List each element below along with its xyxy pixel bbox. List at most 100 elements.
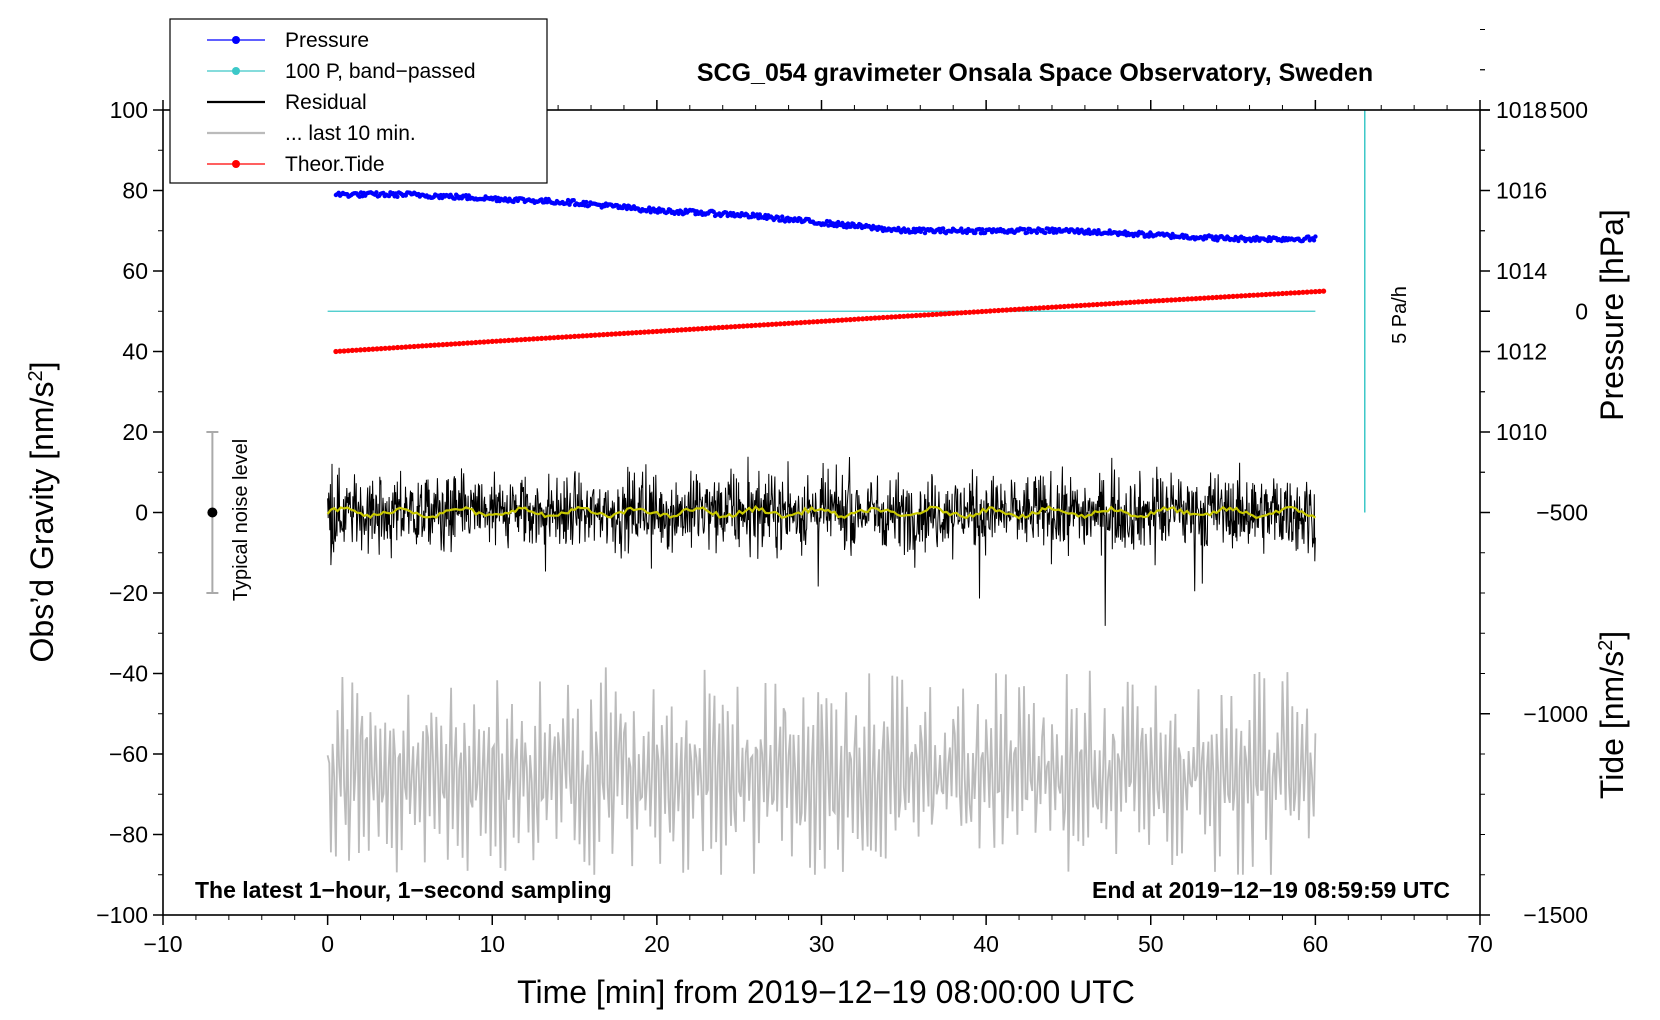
y-axis-label-tide: Tide [nm/s2]	[1594, 631, 1630, 799]
tide-point	[835, 317, 841, 323]
tide-point	[604, 331, 611, 337]
tide-point	[827, 318, 833, 324]
x-tick-label: 70	[1467, 931, 1493, 957]
tide-point	[1074, 303, 1080, 309]
tide-point	[1308, 289, 1314, 295]
tide-point	[584, 333, 590, 339]
tide-point	[769, 321, 775, 327]
tide-point	[1189, 296, 1195, 302]
tide-point	[1065, 303, 1071, 309]
tide-point	[1185, 296, 1191, 302]
tide-point	[415, 343, 421, 349]
tide-point	[670, 327, 676, 333]
tide-point	[720, 324, 726, 330]
tide-point	[851, 316, 858, 322]
tide-point	[872, 315, 878, 321]
series-residual	[327, 456, 1316, 626]
tide-point	[1275, 291, 1281, 297]
tide-point	[465, 340, 471, 346]
y-axis-label-gravity: Obs’d Gravity [nm/s2]	[24, 362, 60, 663]
tide-point	[378, 346, 384, 352]
series-pressure	[333, 190, 1318, 244]
tide-point	[962, 309, 969, 316]
y-tick-label: 20	[122, 419, 148, 445]
tide-point	[1246, 292, 1253, 298]
tide-point	[1284, 290, 1290, 296]
tide-point	[469, 340, 475, 346]
pressure-tick-label: 1014	[1496, 258, 1547, 284]
tide-point	[1123, 300, 1129, 306]
tide-point	[790, 320, 796, 326]
tide-point	[744, 323, 751, 329]
tide-point	[1037, 305, 1043, 311]
tide-point	[609, 331, 615, 337]
tide-point	[1226, 294, 1232, 300]
tide-point	[403, 344, 409, 350]
tide-point	[493, 338, 499, 344]
y-tick-label: −60	[109, 741, 148, 767]
tide-point	[506, 337, 512, 343]
tide-point	[691, 326, 697, 332]
y-tick-label: 40	[122, 339, 148, 365]
tide-point	[995, 307, 1002, 314]
tide-point	[1193, 296, 1199, 302]
pressure-point	[1086, 227, 1091, 232]
tide-point	[855, 316, 862, 322]
tide-point	[1234, 293, 1240, 299]
tide-point	[1086, 302, 1092, 308]
tide-point	[954, 310, 960, 316]
pressure-point	[959, 226, 964, 231]
tide-point	[1177, 296, 1183, 303]
legend-label-0: Pressure	[285, 29, 369, 52]
tide-point	[366, 346, 372, 352]
y-tick-label: 0	[135, 500, 148, 526]
series-theor-tide	[333, 288, 1327, 355]
tide-point	[1271, 291, 1277, 297]
tide-point	[786, 320, 792, 326]
tide-point	[991, 308, 998, 314]
tide-point	[1139, 299, 1146, 305]
tide-point	[399, 344, 405, 350]
tide-point	[1041, 305, 1047, 311]
pressure-point	[584, 199, 589, 205]
pressure-point	[1034, 230, 1040, 235]
x-tick-label: 20	[644, 931, 670, 957]
tide-point	[641, 329, 648, 335]
tide-point	[1049, 304, 1055, 310]
series-layer	[206, 110, 1366, 875]
tide-point	[473, 339, 479, 346]
tide-point	[1312, 289, 1318, 295]
tide-point	[654, 328, 660, 334]
tide-tick-label: 500	[1550, 97, 1588, 123]
tide-point	[567, 334, 574, 340]
tide-point	[547, 335, 553, 341]
tide-point	[1259, 292, 1265, 298]
tide-point	[563, 334, 569, 340]
tide-point	[1008, 307, 1014, 313]
tide-point	[1111, 300, 1117, 307]
tide-point	[773, 321, 779, 327]
tide-point	[1148, 298, 1154, 304]
tide-point	[341, 348, 347, 354]
tide-point	[658, 328, 664, 334]
series-last-10-min	[326, 667, 1317, 875]
tide-point	[864, 315, 870, 322]
legend-marker-1	[232, 67, 240, 75]
tide-point	[407, 344, 413, 350]
scale-bar-label: 5 Pa/h	[1389, 286, 1411, 344]
tide-point	[921, 312, 928, 318]
tide-point	[395, 344, 401, 351]
tide-point	[979, 308, 985, 315]
tide-point	[938, 311, 944, 317]
tide-point	[423, 343, 429, 349]
tide-point	[1242, 293, 1248, 299]
tide-point	[930, 311, 936, 318]
tide-point	[617, 331, 623, 337]
tide-point	[814, 319, 821, 325]
tide-point	[580, 333, 586, 339]
tide-point	[1279, 290, 1286, 297]
pressure-point	[980, 227, 985, 232]
y-tick-label: −40	[109, 661, 148, 687]
tide-point	[518, 337, 524, 343]
tide-point	[777, 321, 783, 327]
